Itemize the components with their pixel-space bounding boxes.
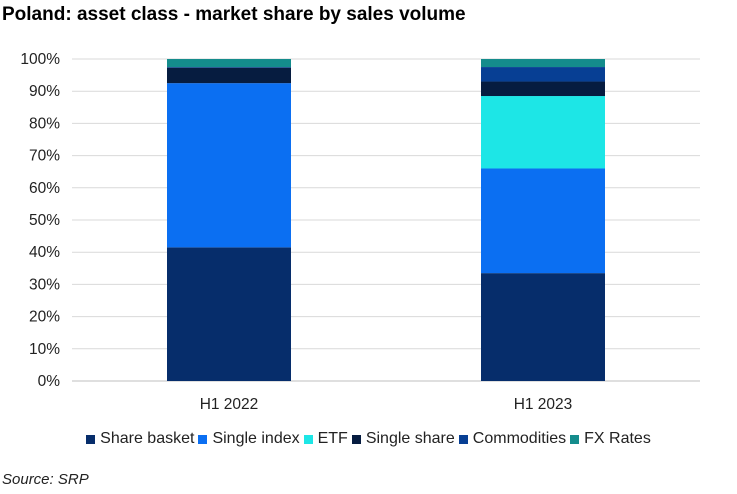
y-tick-label: 30%: [29, 276, 60, 293]
legend-item: Commodities: [458, 430, 567, 448]
y-tick-label: 80%: [29, 115, 60, 132]
bar-segment: [167, 67, 291, 68]
y-tick-label: 0%: [38, 373, 61, 390]
bar-segment: [481, 96, 605, 169]
legend-item: FX Rates: [570, 430, 651, 448]
legend-label: Single share: [365, 430, 455, 447]
y-tick-label: 50%: [29, 212, 60, 229]
bar-segment: [481, 67, 605, 82]
bar-segment: [481, 81, 605, 97]
legend-label: Single index: [212, 430, 300, 447]
bar-segment: [167, 59, 291, 68]
y-tick-label: 100%: [20, 51, 60, 68]
bar-segment: [481, 168, 605, 274]
legend-item: Share basket: [86, 430, 194, 448]
legend-label: ETF: [317, 430, 348, 447]
y-axis-ticks: 0% 10% 20% 30% 40% 50% 60% 70% 80% 90% 100%: [20, 51, 60, 390]
bar-segment: [167, 67, 291, 84]
legend: Share basket Single index ETF Single share C…: [0, 430, 737, 449]
bar-segment: [167, 83, 291, 248]
legend-item: Single index: [198, 430, 300, 448]
y-tick-label: 70%: [29, 148, 60, 165]
y-tick-label: 90%: [29, 83, 60, 100]
x-tick-label: H1 2023: [514, 396, 573, 413]
y-tick-label: 10%: [29, 341, 60, 358]
y-tick-label: 60%: [29, 180, 60, 197]
bar-segment: [481, 59, 605, 68]
legend-swatch: [198, 434, 208, 444]
source-note: Source: SRP: [2, 471, 89, 488]
bars: [167, 59, 605, 381]
legend-item: Single share: [351, 430, 455, 448]
y-tick-label: 40%: [29, 244, 60, 261]
legend-swatch: [86, 434, 96, 444]
legend-swatch: [570, 434, 580, 444]
chart-title: Poland: asset class - market share by sa…: [2, 4, 466, 25]
legend-swatch: [303, 434, 313, 444]
x-tick-label: H1 2022: [200, 396, 259, 413]
legend-swatch: [351, 434, 361, 444]
bar-segment: [167, 247, 291, 381]
bar-segment: [481, 273, 605, 381]
legend-swatch: [458, 434, 468, 444]
legend-item: ETF: [303, 430, 348, 448]
legend-label: FX Rates: [584, 430, 651, 447]
legend-label: Commodities: [472, 430, 567, 447]
x-axis-ticks: H1 2022 H1 2023: [200, 396, 573, 413]
y-tick-label: 20%: [29, 309, 60, 326]
legend-label: Share basket: [100, 430, 195, 447]
gridlines: [72, 58, 700, 382]
